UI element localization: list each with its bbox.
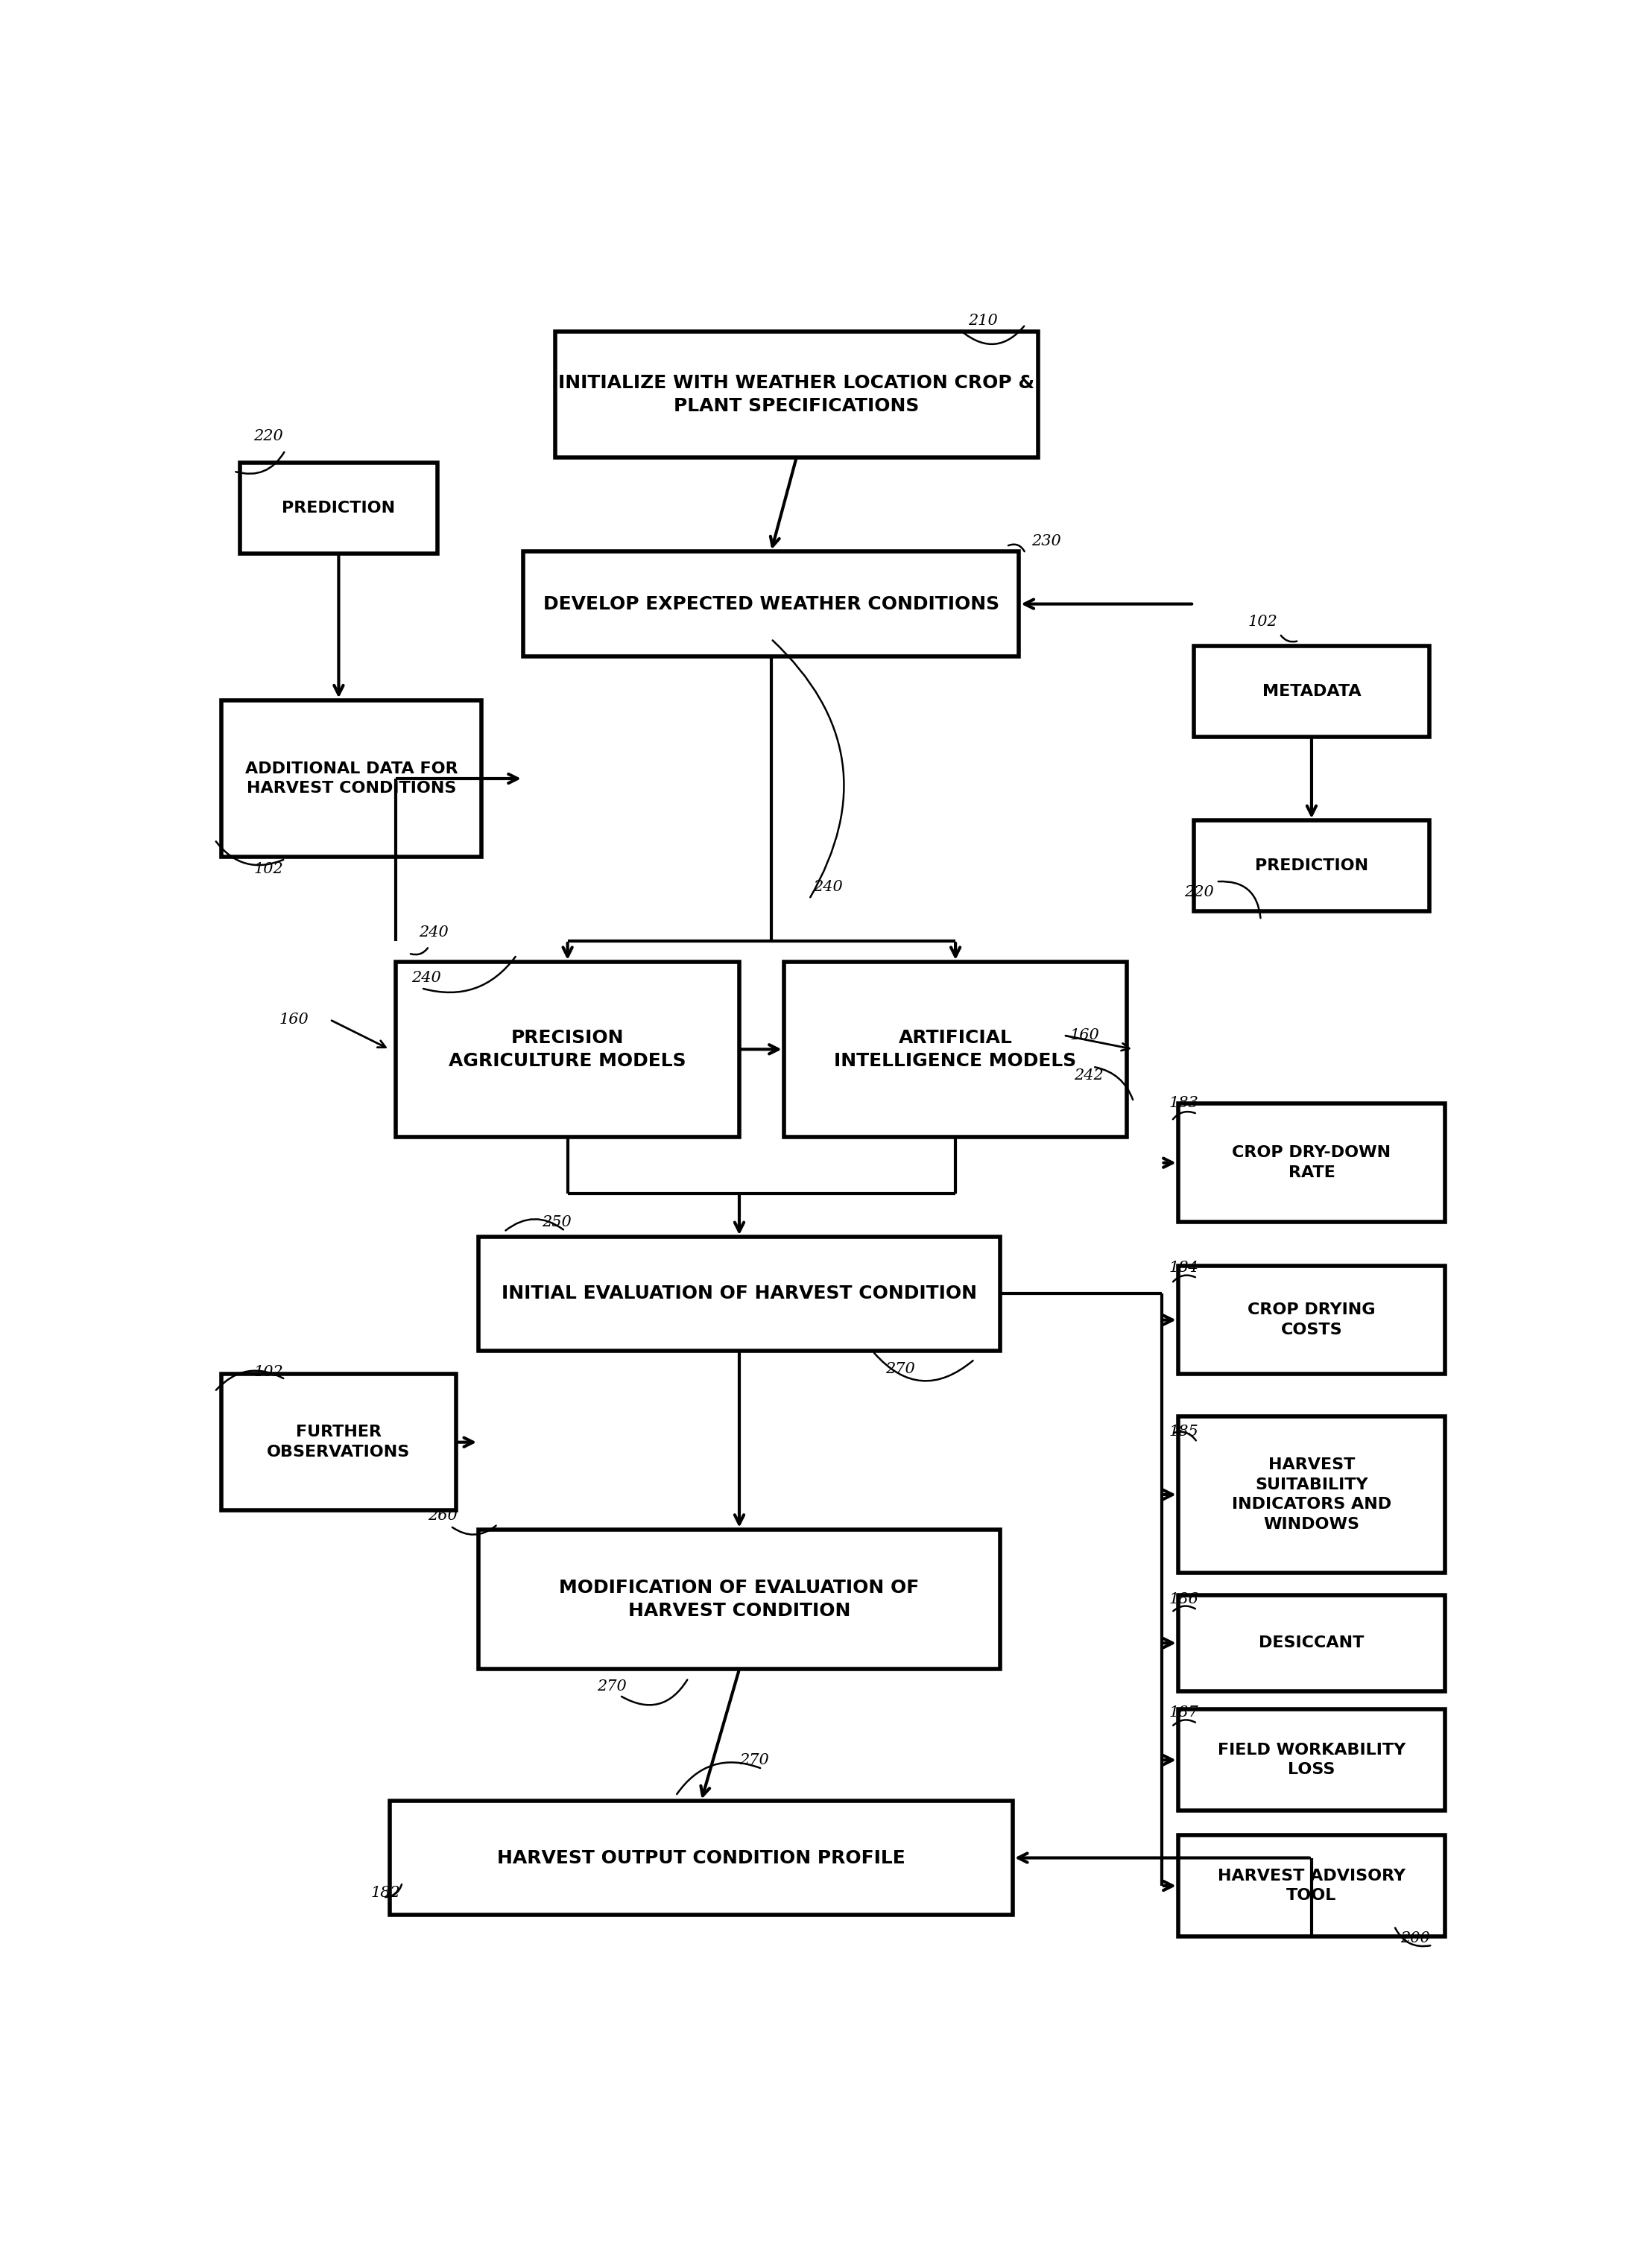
FancyBboxPatch shape: [1178, 1105, 1446, 1222]
FancyBboxPatch shape: [395, 962, 738, 1136]
FancyBboxPatch shape: [1195, 646, 1429, 737]
Text: 230: 230: [1032, 533, 1062, 549]
FancyBboxPatch shape: [479, 1529, 999, 1669]
Text: 270: 270: [597, 1681, 627, 1694]
Text: PRECISION
AGRICULTURE MODELS: PRECISION AGRICULTURE MODELS: [450, 1030, 686, 1070]
FancyBboxPatch shape: [784, 962, 1127, 1136]
Text: 220: 220: [1185, 885, 1214, 898]
Text: 260: 260: [428, 1508, 458, 1522]
FancyBboxPatch shape: [1178, 1415, 1446, 1574]
FancyBboxPatch shape: [222, 701, 482, 857]
Text: 102: 102: [1247, 615, 1278, 628]
Text: HARVEST OUTPUT CONDITION PROFILE: HARVEST OUTPUT CONDITION PROFILE: [497, 1848, 906, 1867]
FancyBboxPatch shape: [555, 331, 1039, 458]
FancyBboxPatch shape: [1178, 1266, 1446, 1374]
Text: HARVEST ADVISORY
TOOL: HARVEST ADVISORY TOOL: [1218, 1869, 1405, 1903]
Text: 240: 240: [812, 880, 843, 894]
Text: 185: 185: [1168, 1424, 1200, 1438]
FancyBboxPatch shape: [240, 463, 437, 553]
Text: 220: 220: [253, 429, 284, 445]
Text: INITIAL EVALUATION OF HARVEST CONDITION: INITIAL EVALUATION OF HARVEST CONDITION: [502, 1286, 976, 1302]
FancyBboxPatch shape: [479, 1236, 999, 1349]
Text: 102: 102: [253, 1365, 284, 1379]
Text: 240: 240: [412, 971, 441, 984]
Text: FIELD WORKABILITY
LOSS: FIELD WORKABILITY LOSS: [1218, 1742, 1406, 1778]
FancyBboxPatch shape: [1178, 1835, 1446, 1937]
Text: DEVELOP EXPECTED WEATHER CONDITIONS: DEVELOP EXPECTED WEATHER CONDITIONS: [543, 594, 999, 612]
Text: 160: 160: [1070, 1027, 1099, 1043]
Text: FURTHER
OBSERVATIONS: FURTHER OBSERVATIONS: [267, 1424, 410, 1461]
Text: 102: 102: [253, 862, 284, 875]
Text: PREDICTION: PREDICTION: [1255, 860, 1369, 873]
Text: 160: 160: [279, 1012, 309, 1027]
Text: MODIFICATION OF EVALUATION OF
HARVEST CONDITION: MODIFICATION OF EVALUATION OF HARVEST CO…: [560, 1579, 919, 1619]
Text: METADATA: METADATA: [1262, 685, 1360, 699]
Text: 183: 183: [1168, 1095, 1200, 1111]
Text: 200: 200: [1400, 1930, 1431, 1946]
Text: 240: 240: [418, 925, 448, 939]
Text: DESICCANT: DESICCANT: [1259, 1635, 1364, 1651]
FancyBboxPatch shape: [1178, 1710, 1446, 1810]
FancyBboxPatch shape: [523, 551, 1019, 655]
Text: CROP DRY-DOWN
RATE: CROP DRY-DOWN RATE: [1232, 1145, 1392, 1179]
Text: PREDICTION: PREDICTION: [282, 501, 395, 515]
Text: HARVEST
SUITABILITY
INDICATORS AND
WINDOWS: HARVEST SUITABILITY INDICATORS AND WINDO…: [1232, 1458, 1392, 1531]
Text: CROP DRYING
COSTS: CROP DRYING COSTS: [1247, 1302, 1375, 1338]
Text: 250: 250: [542, 1216, 571, 1229]
FancyBboxPatch shape: [389, 1801, 1012, 1914]
FancyBboxPatch shape: [222, 1374, 456, 1510]
Text: INITIALIZE WITH WEATHER LOCATION CROP &
PLANT SPECIFICATIONS: INITIALIZE WITH WEATHER LOCATION CROP & …: [558, 374, 1034, 415]
Text: ADDITIONAL DATA FOR
HARVEST CONDITIONS: ADDITIONAL DATA FOR HARVEST CONDITIONS: [245, 762, 458, 796]
Text: 184: 184: [1168, 1261, 1200, 1275]
FancyBboxPatch shape: [1178, 1594, 1446, 1692]
Text: 270: 270: [886, 1361, 916, 1377]
Text: 270: 270: [738, 1753, 770, 1767]
Text: 186: 186: [1168, 1592, 1200, 1606]
Text: 187: 187: [1168, 1706, 1200, 1719]
Text: 182: 182: [371, 1885, 400, 1901]
Text: ARTIFICIAL
INTELLIGENCE MODELS: ARTIFICIAL INTELLIGENCE MODELS: [834, 1030, 1076, 1070]
Text: 242: 242: [1073, 1068, 1103, 1082]
FancyBboxPatch shape: [1195, 821, 1429, 912]
Text: 210: 210: [968, 313, 998, 329]
